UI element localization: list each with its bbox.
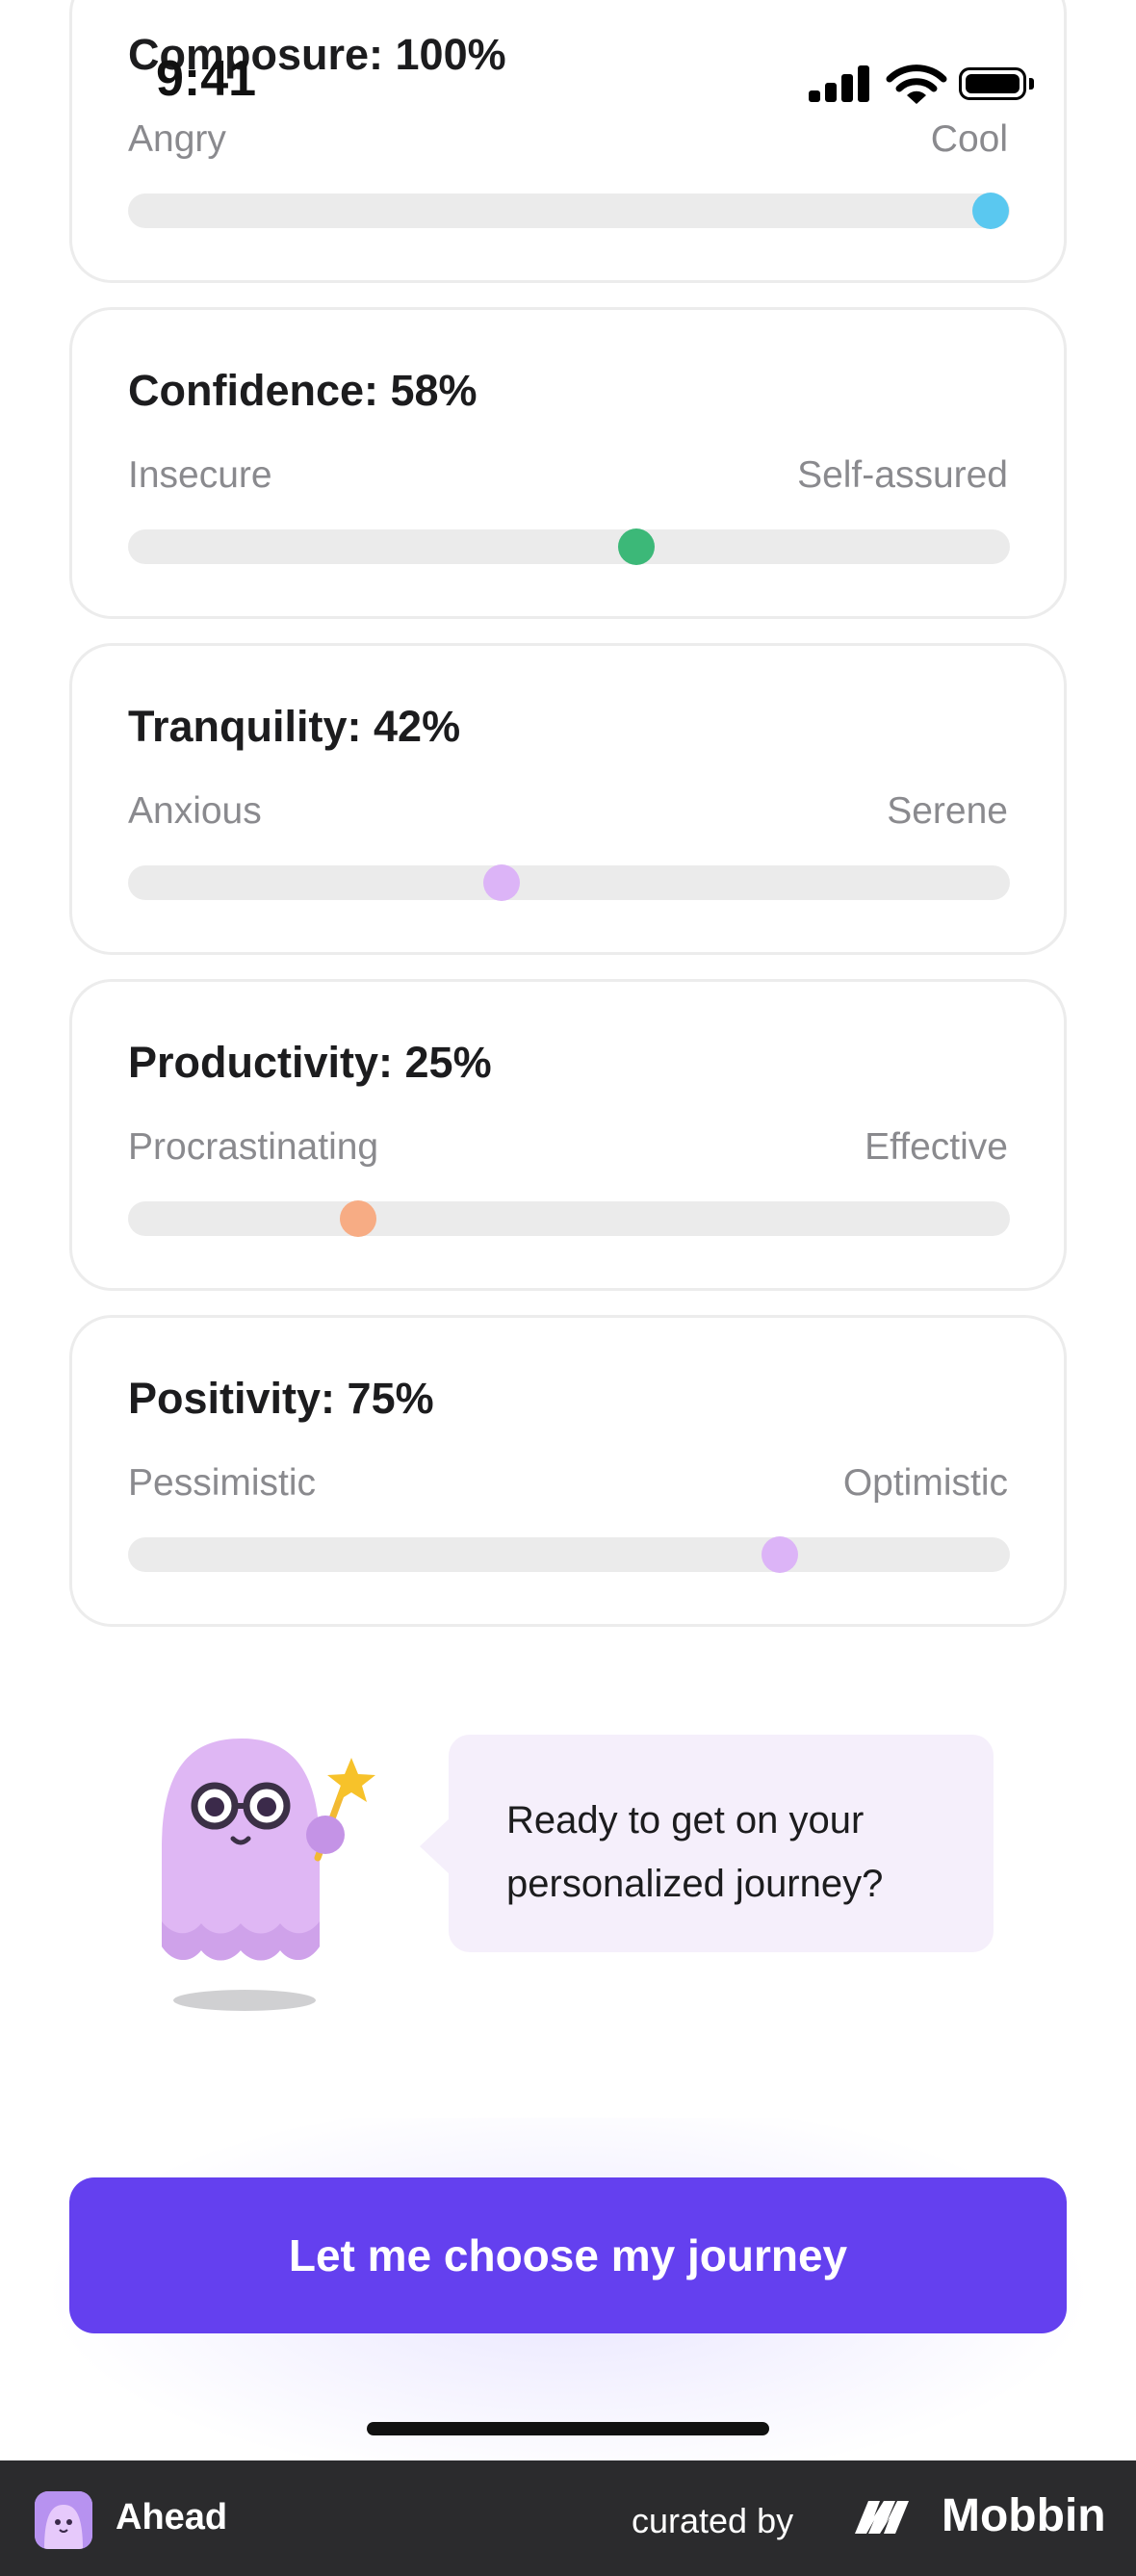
trait-low-label: Anxious [128, 790, 262, 832]
speech-line-2: personalized journey? [506, 1863, 884, 1905]
trait-low-label: Angry [128, 118, 226, 160]
trait-card-confidence: Confidence: 58% Insecure Self-assured [69, 307, 1067, 619]
trait-title: Tranquility: 42% [128, 702, 461, 751]
curated-by-label: curated by [632, 2501, 794, 2540]
trait-slider-track [128, 193, 1010, 229]
home-indicator [367, 2422, 769, 2435]
speech-bubble: Ready to get on your personalized journe… [420, 1735, 994, 1952]
speech-bubble-text: Ready to get on your personalized journe… [506, 1789, 968, 1916]
status-time: 9:41 [156, 51, 257, 107]
trait-low-label: Procrastinating [128, 1126, 379, 1168]
trait-high-label: Optimistic [842, 1462, 1008, 1504]
wifi-icon [886, 64, 947, 104]
trait-title: Confidence: 58% [128, 366, 478, 415]
ghost-mascot-icon [162, 1739, 375, 2011]
trait-slider-thumb [618, 528, 656, 565]
trait-card-composure: Composure: 100% Angry Cool [69, 0, 1067, 283]
trait-low-label: Insecure [128, 454, 272, 496]
battery-tip [1029, 78, 1034, 90]
trait-slider-thumb [762, 1536, 798, 1573]
trait-slider-track [128, 1536, 1010, 1573]
trait-low-label: Pessimistic [128, 1462, 317, 1504]
trait-title: Productivity: 25% [128, 1038, 492, 1087]
trait-slider-thumb [482, 864, 520, 901]
trait-high-label: Effective [865, 1126, 1008, 1168]
app-name: Ahead [116, 2497, 228, 2537]
trait-slider-track [128, 528, 1010, 565]
trait-high-label: Serene [887, 790, 1008, 832]
status-bar: 9:41 [0, 0, 1136, 164]
ahead-app-icon [35, 2491, 92, 2549]
trait-slider-track [128, 1200, 1010, 1237]
trait-slider-thumb [972, 193, 1009, 229]
trait-high-label: Self-assured [797, 454, 1008, 496]
trait-card-positivity: Positivity: 75% Pessimistic Optimistic [69, 1315, 1067, 1627]
speech-bubble-tail [420, 1817, 451, 1875]
battery-icon [959, 67, 1026, 100]
trait-card-productivity: Productivity: 25% Procrastinating Effect… [69, 979, 1067, 1291]
speech-line-1: Ready to get on your [506, 1799, 865, 1842]
trait-high-label: Cool [930, 118, 1008, 160]
status-icons [809, 64, 1040, 106]
attribution-footer: Ahead curated by Mobbin [0, 2460, 1136, 2576]
trait-slider-thumb [340, 1200, 376, 1237]
choose-journey-button[interactable]: Let me choose my journey [69, 2177, 1067, 2333]
trait-slider-track [128, 864, 1010, 901]
trait-card-tranquility: Tranquility: 42% Anxious Serene [69, 643, 1067, 955]
trait-title: Composure: 100% [128, 30, 506, 79]
cellular-signal-icon [809, 64, 870, 106]
trait-title: Positivity: 75% [128, 1374, 434, 1423]
mobbin-logo-icon [855, 2501, 909, 2534]
mobbin-brand: Mobbin [942, 2490, 1106, 2541]
